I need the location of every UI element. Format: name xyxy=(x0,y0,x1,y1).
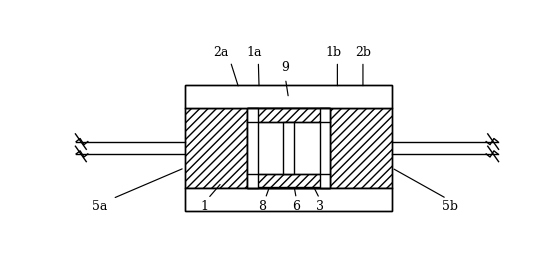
Bar xyxy=(247,108,258,188)
Bar xyxy=(247,108,330,188)
Text: 6: 6 xyxy=(292,200,300,213)
Text: 8: 8 xyxy=(258,200,266,213)
Text: 1b: 1b xyxy=(325,46,342,59)
Bar xyxy=(185,188,393,211)
Text: 2b: 2b xyxy=(355,46,371,59)
Text: 5a: 5a xyxy=(92,200,107,213)
Text: 1a: 1a xyxy=(247,46,262,59)
Bar xyxy=(185,85,393,211)
Bar xyxy=(248,109,329,122)
Text: 1: 1 xyxy=(200,200,208,213)
Bar xyxy=(283,122,294,174)
Bar xyxy=(248,174,329,187)
Text: 5b: 5b xyxy=(442,200,458,213)
Bar xyxy=(247,108,330,188)
Bar xyxy=(320,108,330,188)
Text: 9: 9 xyxy=(282,61,290,74)
Text: 2a: 2a xyxy=(213,46,229,59)
Bar xyxy=(185,108,393,188)
Text: 3: 3 xyxy=(315,200,324,213)
Bar xyxy=(185,85,393,108)
